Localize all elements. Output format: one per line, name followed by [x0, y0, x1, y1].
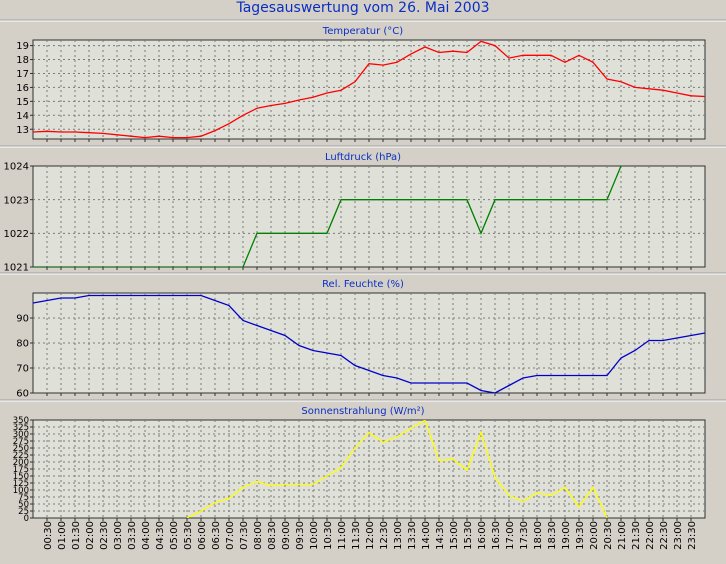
x-tick-label: 20:30	[603, 521, 614, 550]
x-tick-label: 08:00	[253, 521, 264, 550]
y-tick-label: 13	[16, 125, 29, 136]
x-tick-label: 12:00	[365, 521, 376, 550]
chart-title: Sonnenstrahlung (W/m²)	[301, 406, 424, 417]
x-tick-label: 19:30	[575, 521, 586, 550]
y-tick-label: 1022	[4, 229, 29, 240]
y-tick-label: 125	[13, 479, 29, 489]
x-tick-label: 15:30	[463, 521, 474, 550]
x-tick-label: 17:00	[505, 521, 516, 550]
y-tick-label: 250	[13, 444, 29, 454]
y-tick-label: 350	[13, 416, 29, 426]
y-tick-label: 300	[13, 430, 29, 440]
y-tick-label: 1023	[4, 195, 29, 206]
x-tick-label: 23:00	[673, 521, 684, 550]
x-tick-label: 11:30	[351, 521, 362, 550]
y-tick-label: 19	[16, 41, 29, 52]
x-tick-label: 14:00	[421, 521, 432, 550]
x-tick-label: 23:30	[687, 521, 698, 550]
x-tick-label: 14:30	[435, 521, 446, 550]
x-tick-label: 17:30	[519, 521, 530, 550]
page-title: Tagesauswertung vom 26. Mai 2003	[236, 0, 490, 16]
y-tick-label: 90	[16, 314, 29, 325]
y-tick-label: 25	[18, 507, 29, 517]
y-tick-label: 1024	[4, 162, 29, 173]
y-tick-label: 16	[16, 83, 29, 94]
series-line	[33, 40, 705, 139]
x-tick-label: 04:30	[155, 521, 166, 550]
x-tick-label: 18:00	[533, 521, 544, 550]
y-tick-label: 75	[18, 493, 29, 503]
x-tick-label: 12:30	[379, 521, 390, 550]
x-tick-label: 02:30	[99, 521, 110, 550]
x-tick-label: 09:30	[295, 521, 306, 550]
x-tick-label: 07:30	[239, 521, 250, 550]
x-tick-label: 01:30	[71, 521, 82, 550]
y-tick-label: 325	[13, 423, 29, 433]
x-tick-label: 04:00	[141, 521, 152, 550]
x-tick-label: 13:30	[407, 521, 418, 550]
y-tick-label: 175	[13, 465, 29, 475]
x-tick-label: 05:00	[169, 521, 180, 550]
series-line	[186, 420, 608, 518]
x-tick-label: 03:00	[113, 521, 124, 550]
y-tick-label: 18	[16, 55, 29, 66]
y-tick-label: 14	[16, 111, 29, 122]
y-tick-label: 225	[13, 451, 29, 461]
y-tick-label: 1021	[4, 263, 29, 274]
x-tick-label: 07:00	[225, 521, 236, 550]
x-tick-label: 09:00	[281, 521, 292, 550]
x-tick-label: 16:30	[491, 521, 502, 550]
x-tick-label: 03:30	[127, 521, 138, 550]
x-tick-label: 16:00	[477, 521, 488, 550]
chart-title: Rel. Feuchte (%)	[322, 279, 404, 290]
x-tick-label: 21:30	[631, 521, 642, 550]
x-tick-label: 22:30	[659, 521, 670, 550]
y-tick-label: 15	[16, 97, 29, 108]
y-tick-label: 100	[13, 486, 29, 496]
x-tick-label: 05:30	[183, 521, 194, 550]
y-tick-label: 275	[13, 437, 29, 447]
y-tick-label: 60	[16, 389, 29, 400]
x-tick-label: 08:30	[267, 521, 278, 550]
x-tick-label: 01:00	[57, 521, 68, 550]
x-tick-label: 06:00	[197, 521, 208, 550]
series-line	[33, 166, 622, 267]
series-line	[33, 294, 705, 393]
plot-area	[32, 39, 706, 140]
y-tick-label: 70	[16, 364, 29, 375]
x-tick-label: 10:00	[309, 521, 320, 550]
x-tick-label: 20:00	[589, 521, 600, 550]
x-tick-label: 13:00	[393, 521, 404, 550]
chart-title: Temperatur (°C)	[322, 26, 403, 37]
x-tick-label: 15:00	[449, 521, 460, 550]
y-tick-label: 150	[13, 472, 29, 482]
chart-title: Luftdruck (hPa)	[325, 152, 401, 163]
x-tick-label: 18:30	[547, 521, 558, 550]
x-tick-label: 11:00	[337, 521, 348, 550]
y-tick-label: 200	[13, 458, 29, 468]
y-tick-label: 0	[24, 514, 29, 524]
y-tick-label: 80	[16, 339, 29, 350]
x-tick-label: 22:00	[645, 521, 656, 550]
x-tick-label: 02:00	[85, 521, 96, 550]
y-tick-label: 17	[16, 69, 29, 80]
x-tick-label: 00:30	[43, 521, 54, 550]
x-tick-label: 10:30	[323, 521, 334, 550]
y-tick-label: 50	[18, 500, 29, 510]
x-tick-label: 06:30	[211, 521, 222, 550]
x-tick-label: 21:00	[617, 521, 628, 550]
x-tick-label: 19:00	[561, 521, 572, 550]
